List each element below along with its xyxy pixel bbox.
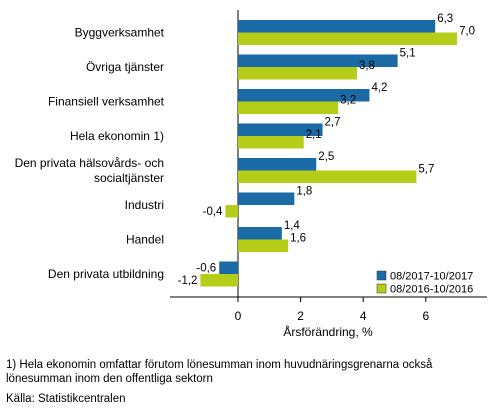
bar-series1 — [238, 20, 436, 33]
data-label: 1,8 — [296, 186, 312, 198]
x-tick-label: 0 — [235, 309, 242, 323]
bar-series1 — [238, 89, 370, 102]
category-label: Den privata hälsovårds- och — [15, 156, 164, 170]
data-label: 2,1 — [306, 129, 322, 141]
legend-label: 08/2017-10/2017 — [390, 271, 473, 283]
footnote-line-1: 1) Hela ekonomin omfattar förutom lönesu… — [6, 359, 433, 371]
data-label: 7,0 — [459, 26, 475, 38]
category-label: socialtjänster — [94, 171, 164, 185]
legend-swatch — [376, 270, 387, 281]
category-label: Övriga tjänster — [86, 60, 164, 74]
bar-series2 — [238, 32, 458, 45]
data-label: -0,4 — [203, 206, 223, 218]
category-label: Finansiell verksamhet — [48, 95, 165, 109]
legend-swatch — [376, 283, 387, 294]
x-tick-label: 4 — [360, 309, 367, 323]
data-label: 1,4 — [284, 220, 301, 232]
category-label: Den privata utbildning — [48, 267, 164, 281]
legend-label: 08/2016-10/2016 — [390, 284, 473, 296]
data-label: 4,2 — [371, 82, 387, 94]
category-label: Hela ekonomin 1) — [70, 129, 164, 143]
data-label: -0,6 — [196, 263, 216, 275]
data-label: 2,5 — [318, 151, 334, 163]
bar-series1 — [238, 158, 317, 171]
bar-series2 — [225, 205, 238, 218]
bar-series2 — [238, 67, 357, 80]
bar-series2 — [200, 274, 238, 287]
bar-series1 — [238, 227, 282, 240]
data-label: 5,1 — [400, 48, 416, 60]
x-tick-label: 6 — [422, 309, 429, 323]
data-label: 1,6 — [290, 233, 306, 245]
bar-series2 — [238, 239, 289, 252]
data-label: 6,3 — [437, 13, 453, 25]
x-tick-label: 2 — [297, 309, 304, 323]
data-label: 3,2 — [340, 95, 356, 107]
bar-series1 — [238, 123, 323, 136]
category-label: Handel — [126, 233, 164, 247]
bar-series2 — [238, 101, 339, 114]
data-label: 3,8 — [359, 60, 375, 72]
data-label: 2,7 — [325, 117, 341, 129]
bar-series2 — [238, 170, 417, 183]
bar-series1 — [219, 261, 238, 274]
source-text: Källa: Statistikcentralen — [6, 393, 126, 405]
bar-series1 — [238, 192, 295, 205]
x-axis-title: Årsförändring, % — [283, 324, 373, 339]
category-label: Industri — [125, 198, 164, 212]
bar-chart: Byggverksamhet 6,3 7,0 Övriga tjänster 5,1 3,… — [15, 10, 487, 339]
data-label: 5,7 — [418, 164, 434, 176]
category-label: Byggverksamhet — [75, 26, 165, 40]
bar-series1 — [238, 54, 398, 67]
bar-series2 — [238, 136, 304, 149]
data-label: -1,2 — [178, 275, 198, 287]
footnote-line-2: lönesumman inom den offentliga sektorn — [6, 373, 213, 385]
